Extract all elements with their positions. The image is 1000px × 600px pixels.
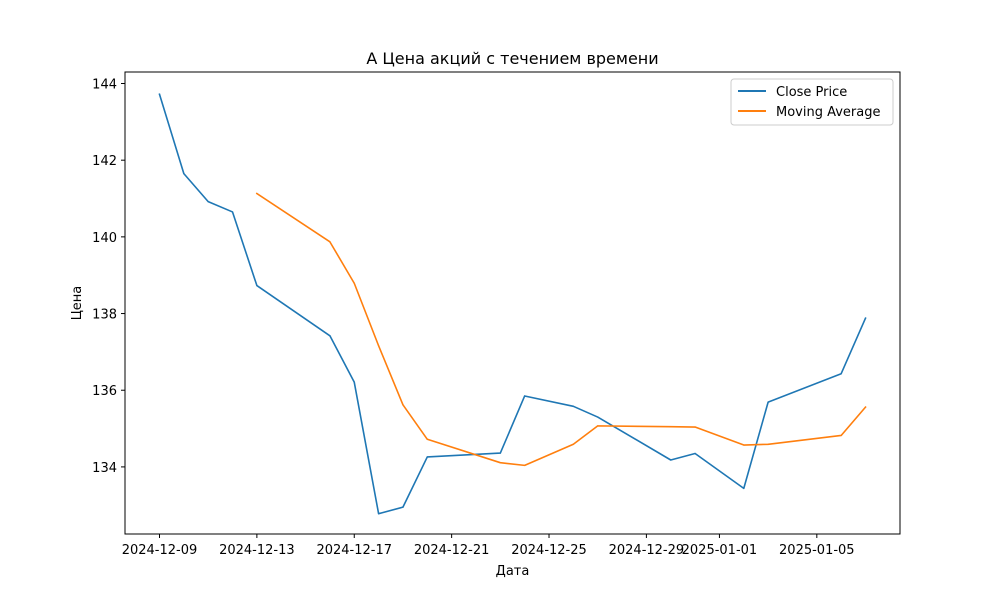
y-tick-label: 136 [92, 384, 117, 399]
data-point-moving-average [353, 282, 355, 284]
x-tick-label: 2025-01-01 [682, 543, 758, 558]
data-point-moving-average [670, 426, 672, 428]
data-point-moving-average [572, 443, 574, 445]
y-tick-label: 144 [92, 78, 117, 93]
data-point-moving-average [767, 443, 769, 445]
y-tick-label: 138 [92, 308, 117, 323]
plot-area [158, 93, 867, 515]
data-point-close-price [158, 93, 161, 95]
data-point-close-price [499, 452, 501, 454]
x-tick-label: 2024-12-21 [414, 543, 490, 558]
data-point-moving-average [524, 464, 526, 466]
data-point-close-price [231, 211, 234, 213]
data-point-moving-average [402, 404, 404, 406]
data-point-close-price [426, 456, 428, 458]
data-point-moving-average [499, 462, 501, 464]
data-point-close-price [524, 395, 526, 397]
x-tick-label: 2024-12-13 [219, 543, 295, 558]
series-line-moving-average [255, 192, 867, 467]
data-point-close-price [402, 506, 404, 508]
data-point-close-price [864, 317, 867, 319]
data-point-close-price [207, 200, 209, 203]
data-point-close-price [840, 373, 842, 375]
data-point-close-price [670, 459, 672, 461]
data-point-close-price [256, 284, 258, 287]
legend-label-close-price: Close Price [776, 85, 847, 100]
data-point-close-price [353, 381, 355, 383]
x-tick-label: 2024-12-25 [511, 543, 587, 558]
data-point-moving-average [378, 345, 380, 347]
y-tick-label: 140 [92, 231, 117, 246]
x-tick-label: 2025-01-05 [779, 543, 855, 558]
data-point-close-price [694, 452, 696, 455]
data-point-close-price [378, 513, 380, 515]
data-point-moving-average [597, 425, 599, 427]
y-tick-label: 134 [92, 461, 117, 476]
data-point-close-price [767, 401, 769, 403]
data-point-close-price [597, 416, 599, 418]
x-axis: 2024-12-09 2024-12-13 2024-12-17 2024-12-21… [122, 534, 855, 558]
data-point-close-price [329, 335, 331, 337]
data-point-close-price [183, 173, 185, 175]
data-point-moving-average [864, 406, 867, 408]
data-point-moving-average [694, 426, 696, 428]
data-point-moving-average [743, 444, 745, 446]
y-tick-label: 142 [92, 154, 117, 169]
data-point-moving-average [329, 241, 331, 243]
legend-label-moving-average: Moving Average [776, 105, 880, 120]
x-axis-label: Дата [496, 564, 530, 579]
x-tick-label: 2024-12-17 [316, 543, 392, 558]
data-point-close-price [743, 487, 745, 489]
plot-frame [124, 71, 901, 535]
legend-box [730, 78, 894, 126]
data-point-close-price [572, 405, 574, 407]
data-point-moving-average [256, 192, 258, 195]
x-tick-label: 2024-12-09 [122, 543, 198, 558]
data-point-moving-average [426, 438, 428, 440]
x-tick-label: 2024-12-29 [609, 543, 685, 558]
y-axis: 134 136 138 140 142 144 [92, 78, 125, 476]
chart-title: А Цена акций с течением времени [366, 49, 658, 68]
data-point-moving-average [840, 434, 842, 437]
y-axis-label: Цена [70, 286, 85, 321]
legend: Close Price Moving Average [730, 78, 894, 126]
series-line-close-price [158, 93, 867, 515]
